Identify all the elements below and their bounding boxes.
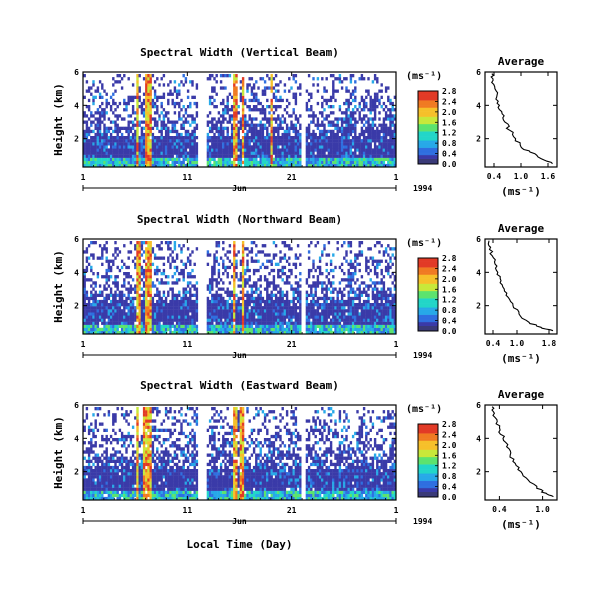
- colorbar-tick-label: 0.4: [442, 150, 457, 159]
- colorbar-tick-label: 0.8: [442, 472, 457, 481]
- colorbar: [417, 90, 439, 165]
- profile-y-tick-label: 6: [476, 235, 481, 244]
- profile-frame: [484, 404, 558, 501]
- colorbar-tick-label: 2.4: [442, 430, 457, 439]
- x-tick-label: 21: [287, 506, 297, 515]
- profile-frame: [484, 238, 558, 335]
- colorbar: [417, 257, 439, 332]
- profile-y-tick-label: 6: [476, 68, 481, 77]
- heatmap: [83, 407, 397, 501]
- x-tick-label: 11: [183, 173, 193, 182]
- x-tick-label: 1: [81, 173, 86, 182]
- x-tick-label: 1: [81, 506, 86, 515]
- profile-x-tick-label: 1.0: [514, 172, 529, 181]
- x-tick-label: 1: [81, 340, 86, 349]
- y-axis-label: Height (km): [52, 416, 65, 489]
- profile-x-axis-label: (ms⁻¹): [501, 352, 541, 365]
- y-axis-label: Height (km): [52, 83, 65, 156]
- colorbar-tick-label: 2.0: [442, 275, 457, 284]
- heatmap: [83, 241, 397, 335]
- month-label: Jun: [232, 517, 247, 526]
- profile-y-tick-label: 4: [476, 434, 481, 443]
- panel-title: Spectral Width (Northward Beam): [137, 213, 342, 226]
- colorbar-tick-label: 1.6: [442, 118, 457, 127]
- profile-frame: [484, 71, 558, 168]
- colorbar-tick-label: 1.2: [442, 129, 457, 138]
- x-axis-label: Local Time (Day): [187, 538, 293, 551]
- colorbar-tick-label: 2.0: [442, 108, 457, 117]
- profile-x-tick-label: 1.0: [510, 339, 525, 348]
- colorbar-tick-label: 1.6: [442, 451, 457, 460]
- month-label: Jun: [232, 351, 247, 360]
- profile-x-axis-label: (ms⁻¹): [501, 185, 541, 198]
- profile-line: [490, 73, 553, 165]
- colorbar-unit: (ms⁻¹): [406, 71, 442, 82]
- y-tick-label: 2: [74, 468, 79, 477]
- panel-title: Spectral Width (Eastward Beam): [140, 379, 339, 392]
- colorbar-tick-label: 2.0: [442, 441, 457, 450]
- year-label: 1994: [413, 517, 432, 526]
- month-label: Jun: [232, 184, 247, 193]
- colorbar-tick-label: 0.8: [442, 306, 457, 315]
- x-tick-label: 1: [394, 173, 399, 182]
- colorbar-unit: (ms⁻¹): [406, 238, 442, 249]
- y-tick-label: 4: [74, 101, 79, 110]
- profile-y-tick-label: 4: [476, 101, 481, 110]
- y-tick-label: 4: [74, 268, 79, 277]
- colorbar-tick-label: 2.8: [442, 87, 457, 96]
- colorbar: [417, 423, 439, 498]
- colorbar-tick-label: 2.4: [442, 97, 457, 106]
- profile-x-tick-label: 0.4: [492, 505, 507, 514]
- profile-line: [487, 240, 554, 332]
- y-tick-label: 6: [74, 401, 79, 410]
- profile-title: Average: [498, 388, 545, 401]
- profile-y-tick-label: 4: [476, 268, 481, 277]
- profile-y-tick-label: 6: [476, 401, 481, 410]
- colorbar-tick-label: 0.0: [442, 160, 457, 169]
- x-tick-label: 11: [183, 506, 193, 515]
- colorbar-tick-label: 0.8: [442, 139, 457, 148]
- colorbar-tick-label: 0.0: [442, 493, 457, 502]
- x-tick-label: 11: [183, 340, 193, 349]
- colorbar-tick-label: 1.2: [442, 296, 457, 305]
- colorbar-unit: (ms⁻¹): [406, 404, 442, 415]
- colorbar-tick-label: 1.2: [442, 462, 457, 471]
- profile-x-tick-label: 1.6: [541, 172, 556, 181]
- colorbar-tick-label: 2.8: [442, 420, 457, 429]
- profile-x-tick-label: 1.8: [542, 339, 557, 348]
- x-tick-label: 21: [287, 340, 297, 349]
- year-label: 1994: [413, 184, 432, 193]
- profile-title: Average: [498, 222, 545, 235]
- y-tick-label: 2: [74, 302, 79, 311]
- y-tick-label: 6: [74, 68, 79, 77]
- x-tick-label: 21: [287, 173, 297, 182]
- x-tick-label: 1: [394, 506, 399, 515]
- profile-x-tick-label: 0.4: [486, 339, 501, 348]
- year-label: 1994: [413, 351, 432, 360]
- y-tick-label: 6: [74, 235, 79, 244]
- colorbar-tick-label: 2.8: [442, 254, 457, 263]
- panel-title: Spectral Width (Vertical Beam): [140, 46, 339, 59]
- profile-x-tick-label: 1.0: [535, 505, 550, 514]
- profile-title: Average: [498, 55, 545, 68]
- profile-y-tick-label: 2: [476, 468, 481, 477]
- profile-y-tick-label: 2: [476, 302, 481, 311]
- profile-y-tick-label: 2: [476, 135, 481, 144]
- colorbar-tick-label: 0.0: [442, 327, 457, 336]
- y-tick-label: 4: [74, 434, 79, 443]
- profile-x-tick-label: 0.4: [487, 172, 502, 181]
- y-axis-label: Height (km): [52, 250, 65, 323]
- y-tick-label: 2: [74, 135, 79, 144]
- profile-x-axis-label: (ms⁻¹): [501, 518, 541, 531]
- colorbar-tick-label: 2.4: [442, 264, 457, 273]
- profile-line: [491, 406, 554, 498]
- x-tick-label: 1: [394, 340, 399, 349]
- colorbar-tick-label: 0.4: [442, 483, 457, 492]
- colorbar-tick-label: 1.6: [442, 285, 457, 294]
- heatmap: [83, 74, 397, 168]
- colorbar-tick-label: 0.4: [442, 317, 457, 326]
